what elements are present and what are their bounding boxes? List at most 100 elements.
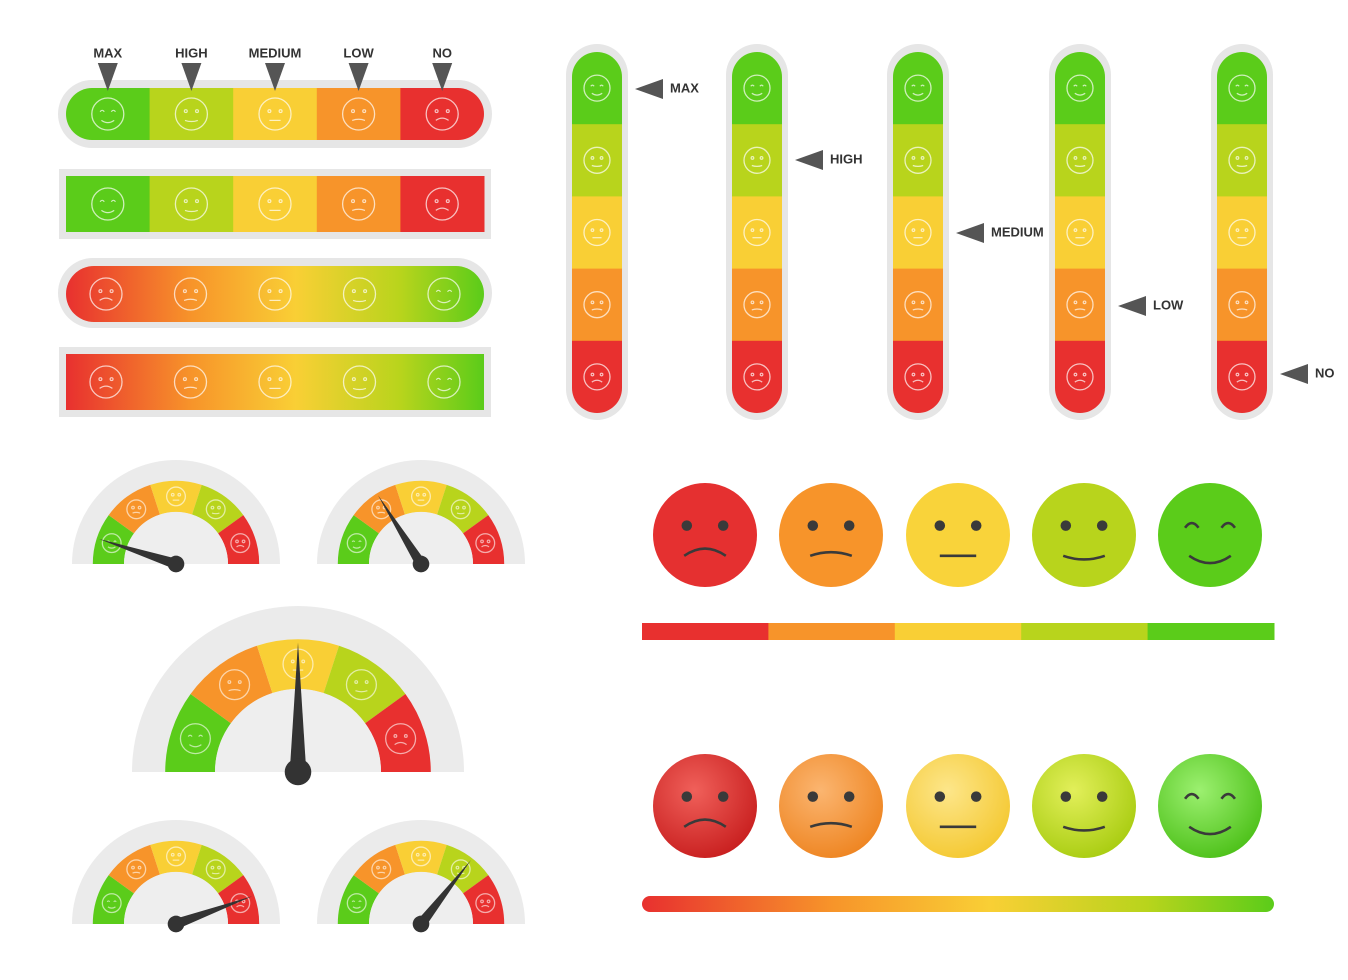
face-eye	[970, 520, 982, 531]
face-eye	[358, 900, 362, 903]
face-outline	[101, 893, 122, 914]
face-eye	[182, 289, 187, 294]
face-eye	[183, 199, 188, 204]
face-outline	[218, 669, 251, 701]
scale-segment	[642, 623, 769, 640]
face-mouth	[236, 544, 245, 548]
face-eye	[278, 377, 283, 382]
face-eye	[590, 228, 595, 233]
face-eye	[843, 520, 855, 531]
face-eye	[415, 492, 420, 497]
face-outline	[743, 363, 771, 391]
vbar	[893, 52, 943, 413]
face-outline	[346, 893, 367, 914]
face-mouth	[183, 298, 198, 301]
face-mouth	[1074, 379, 1086, 383]
gauge-segment	[92, 875, 134, 924]
face-eye	[599, 84, 604, 87]
face-eye	[911, 156, 916, 160]
face-mouth	[591, 308, 603, 311]
gauge-segment	[463, 875, 505, 924]
face-mouth	[1236, 164, 1248, 168]
vbar-segment	[1217, 124, 1267, 197]
face-outline	[583, 363, 611, 391]
vbar-segment	[1217, 196, 1267, 270]
face-eye	[717, 520, 729, 531]
face-mouth	[456, 512, 465, 515]
face-eye	[599, 156, 604, 160]
face-eye	[194, 199, 200, 204]
bar-gradient	[66, 266, 484, 322]
vbar-label: LOW	[1153, 297, 1184, 312]
face-mouth	[107, 906, 116, 909]
face-eye	[920, 300, 925, 305]
face-outline	[743, 146, 771, 174]
vbar-segment	[1055, 196, 1105, 270]
pointer-arrow	[97, 63, 118, 91]
face-eye	[1082, 228, 1087, 233]
face-outline	[165, 486, 187, 507]
face-outline	[583, 146, 611, 174]
gauge-segment	[437, 484, 489, 534]
face-eye	[267, 377, 272, 382]
face-mouth	[99, 385, 113, 389]
face-eye	[1073, 156, 1078, 160]
bar-segment	[149, 88, 234, 140]
face-mouth	[751, 308, 763, 311]
face-eye	[1220, 792, 1237, 800]
face-mouth	[228, 689, 241, 692]
gauge-hub	[167, 555, 185, 573]
face-eye	[599, 300, 604, 305]
face-eye	[415, 852, 420, 857]
pointer-arrow	[181, 63, 202, 91]
face-eye	[599, 372, 604, 377]
face-eye	[807, 520, 819, 531]
face-eye	[98, 289, 103, 294]
face-eye	[109, 289, 114, 294]
vbar-label: NO	[1315, 365, 1335, 380]
gauge-hub	[412, 555, 430, 573]
vbar	[1055, 52, 1105, 413]
face-outline	[1228, 74, 1256, 102]
face-mouth	[1074, 308, 1086, 311]
face-outline	[346, 533, 367, 554]
face-outline	[410, 846, 432, 867]
face-eye	[1235, 300, 1240, 305]
face-mouth	[1188, 825, 1232, 836]
gauge-segment	[463, 515, 505, 564]
pointer-arrow	[795, 150, 823, 170]
face-eye	[590, 84, 595, 87]
face-eye	[447, 377, 453, 381]
face-eye	[759, 84, 764, 87]
face-eye	[486, 899, 491, 904]
face-outline	[165, 846, 187, 867]
gauge-needle	[289, 642, 307, 772]
vbar-segment	[732, 196, 782, 270]
face-mouth	[132, 511, 141, 514]
bar-segment	[400, 88, 484, 140]
vbar-segment	[572, 52, 622, 125]
face-mouth	[355, 690, 368, 693]
scale-segment	[1147, 623, 1275, 640]
face-eye	[267, 289, 272, 294]
face-outline	[230, 533, 251, 554]
face-eye	[1235, 372, 1240, 377]
gauge-segment	[353, 844, 405, 894]
face-outline	[258, 365, 292, 399]
face-eye	[182, 377, 187, 382]
face-eye	[1244, 228, 1249, 233]
vbar-label: MEDIUM	[991, 224, 1044, 239]
bar-label: HIGH	[175, 45, 208, 60]
gauge-needle	[416, 860, 471, 928]
face-eye	[131, 505, 135, 510]
vbar-label: MAX	[670, 80, 699, 95]
vbar-segment	[893, 52, 943, 125]
bar-segment	[233, 88, 318, 140]
face-eye	[1096, 791, 1108, 802]
face-outline	[425, 97, 459, 131]
vbar-segment	[1055, 124, 1105, 197]
face-eye	[1060, 791, 1072, 802]
face-outline	[258, 277, 292, 311]
face-eye	[393, 734, 398, 738]
face-outline	[342, 277, 377, 311]
